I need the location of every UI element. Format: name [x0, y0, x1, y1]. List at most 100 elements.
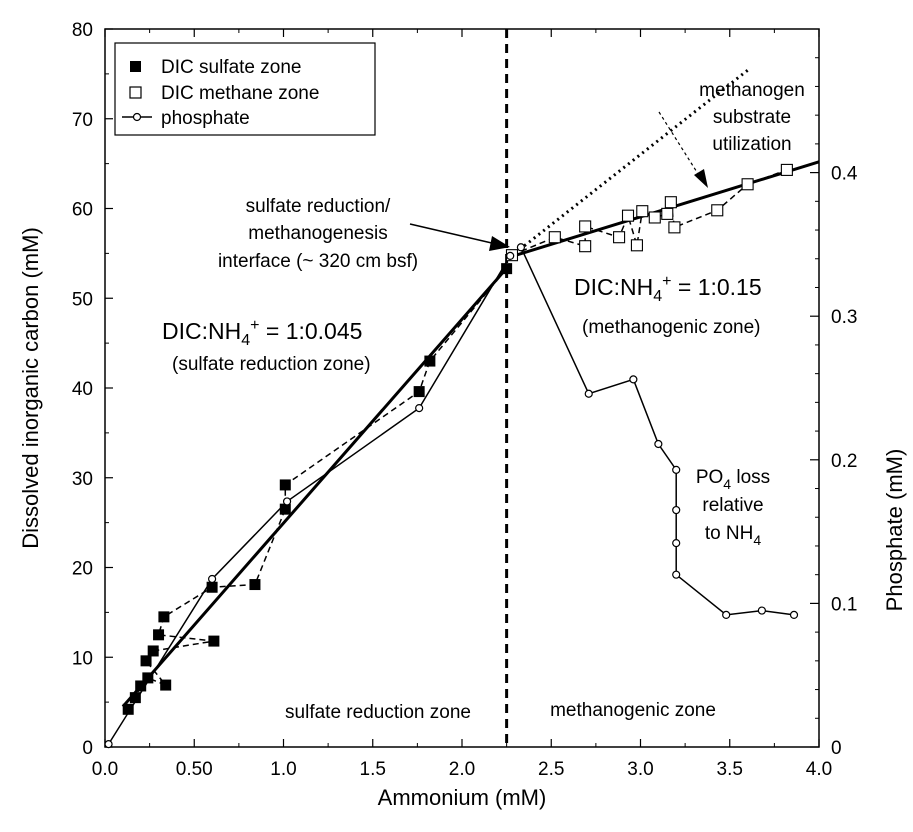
po4-suffix: loss	[731, 467, 770, 488]
po4-line3-sub: 4	[753, 532, 761, 548]
phosphate-point	[672, 538, 681, 548]
y-tick-label: 70	[72, 110, 93, 131]
dic-sulfate-point	[208, 635, 220, 647]
x-tick-label: 1.5	[360, 759, 386, 780]
legend: DIC sulfate zone DIC methane zone phosph…	[114, 42, 376, 136]
x-tick-label: 0.50	[176, 759, 213, 780]
y-tick-label: 20	[72, 559, 93, 580]
dic-sulfate-point	[424, 355, 436, 367]
phosphate-point	[654, 439, 663, 449]
left-ratio-sub: 4	[241, 332, 250, 349]
dic-methane-point	[661, 207, 674, 220]
left-ratio-prefix: DIC:NH	[162, 318, 241, 344]
phosphate-point	[208, 574, 217, 584]
dic-methane-point	[613, 231, 626, 244]
po4-label-line2: relative	[702, 495, 763, 516]
po4-label-line3: to NH4	[705, 523, 762, 548]
y-axis-title: Dissolved inorganic carbon (mM)	[18, 227, 43, 549]
y-tick-label: 30	[72, 469, 93, 490]
x-tick-label: 2.5	[538, 759, 564, 780]
phosphate-point	[584, 389, 593, 398]
methanogen-annotation: methanogen substrate utilization	[658, 80, 805, 188]
y2-tick-label: 0.3	[831, 307, 857, 328]
dic-sulfate-point	[279, 479, 291, 491]
y-tick-label: 10	[72, 648, 93, 669]
y-tick-label: 80	[72, 20, 93, 41]
po4-prefix: PO	[696, 467, 723, 488]
right-ratio-value: = 1:0.15	[671, 274, 761, 300]
phosphate-point	[672, 465, 681, 474]
dic-methane-point	[548, 231, 561, 244]
phosphate-point	[516, 243, 526, 252]
dic-methane-point	[648, 211, 661, 224]
left-ratio-sup: +	[250, 317, 259, 334]
right-ratio-prefix: DIC:NH	[574, 274, 653, 300]
dic-methane-point	[636, 205, 649, 218]
left-ratio-value: = 1:0.045	[259, 318, 362, 344]
x-tick-label: 3.0	[627, 759, 653, 780]
dic-methane-point	[711, 204, 724, 217]
legend-marker-dic-sulfate	[130, 61, 141, 72]
series-lines	[107, 169, 795, 745]
series-markers	[104, 163, 799, 749]
x-tick-label: 0.0	[92, 759, 118, 780]
zone-left-label: sulfate reduction zone	[285, 702, 471, 723]
phosphate-point	[415, 404, 424, 413]
x-tick-label: 1.0	[270, 759, 296, 780]
dic-methane-point	[579, 240, 592, 253]
sulfate-zone-fit-line	[121, 263, 512, 708]
dic-sulfate-point	[160, 679, 172, 691]
dic-sulfate-point	[279, 503, 291, 515]
phosphate-point	[506, 251, 515, 260]
x-axis-title: Ammonium (mM)	[378, 785, 547, 810]
dic-methane-point	[780, 163, 793, 176]
dic-sulfate-point	[206, 581, 218, 593]
legend-label-phosphate: phosphate	[161, 108, 250, 129]
y-tick-label: 0	[82, 738, 93, 759]
phosphate-point	[672, 570, 681, 579]
interface-annotation: sulfate reduction/ methanogenesis interf…	[218, 196, 510, 272]
po4-line3-prefix: to NH	[705, 523, 754, 544]
y2-tick-label: 0	[831, 738, 842, 759]
y2-tick-label: 0.1	[831, 594, 857, 615]
interface-arrow-head	[489, 236, 510, 251]
regression-lines	[121, 69, 820, 708]
methanogen-label-line1: methanogen	[699, 80, 805, 101]
dic-methane-point	[664, 196, 677, 209]
methanogen-arrow-shaft	[658, 111, 701, 178]
legend-label-dic-sulfate: DIC sulfate zone	[161, 57, 301, 78]
dic-methane-point	[630, 239, 643, 252]
dic-sulfate-point	[135, 680, 147, 692]
legend-box	[114, 42, 376, 136]
legend-marker-phosphate	[132, 112, 142, 122]
dic-sulfate-point	[153, 629, 165, 641]
x-tick-label: 2.0	[449, 759, 475, 780]
dic-sulfate-point	[142, 672, 154, 684]
dic-sulfate-point	[129, 692, 141, 704]
interface-label-line1: sulfate reduction/	[246, 196, 391, 217]
y2-tick-label: 0.2	[831, 451, 857, 472]
phosphate-point	[104, 740, 113, 749]
dic-sulfate-point	[140, 655, 152, 667]
left-zone-label: (sulfate reduction zone)	[172, 354, 371, 375]
methanogen-label-line3: utilization	[712, 134, 791, 155]
po4-annotation: PO4 loss relative to NH4	[696, 467, 770, 548]
interface-label-line2: methanogenesis	[248, 223, 387, 244]
po4-sub: 4	[723, 476, 731, 492]
series-line-2	[107, 246, 795, 745]
x-tick-label: 3.5	[717, 759, 743, 780]
phosphate-point	[722, 610, 731, 619]
right-ratio-label: DIC:NH4+ = 1:0.15	[574, 273, 762, 305]
y2-tick-label: 0.4	[831, 164, 858, 185]
y-tick-label: 40	[72, 379, 93, 400]
dic-methane-point	[579, 220, 592, 233]
y2-axis-title: Phosphate (mM)	[882, 449, 907, 612]
po4-label-line1: PO4 loss	[696, 467, 770, 492]
zone-right-label: methanogenic zone	[550, 700, 716, 721]
left-ratio-label: DIC:NH4+ = 1:0.045	[162, 317, 362, 349]
phosphate-point	[672, 505, 681, 515]
right-ratio-sup: +	[662, 273, 671, 290]
phosphate-point	[282, 497, 292, 506]
dic-sulfate-point	[249, 579, 261, 591]
